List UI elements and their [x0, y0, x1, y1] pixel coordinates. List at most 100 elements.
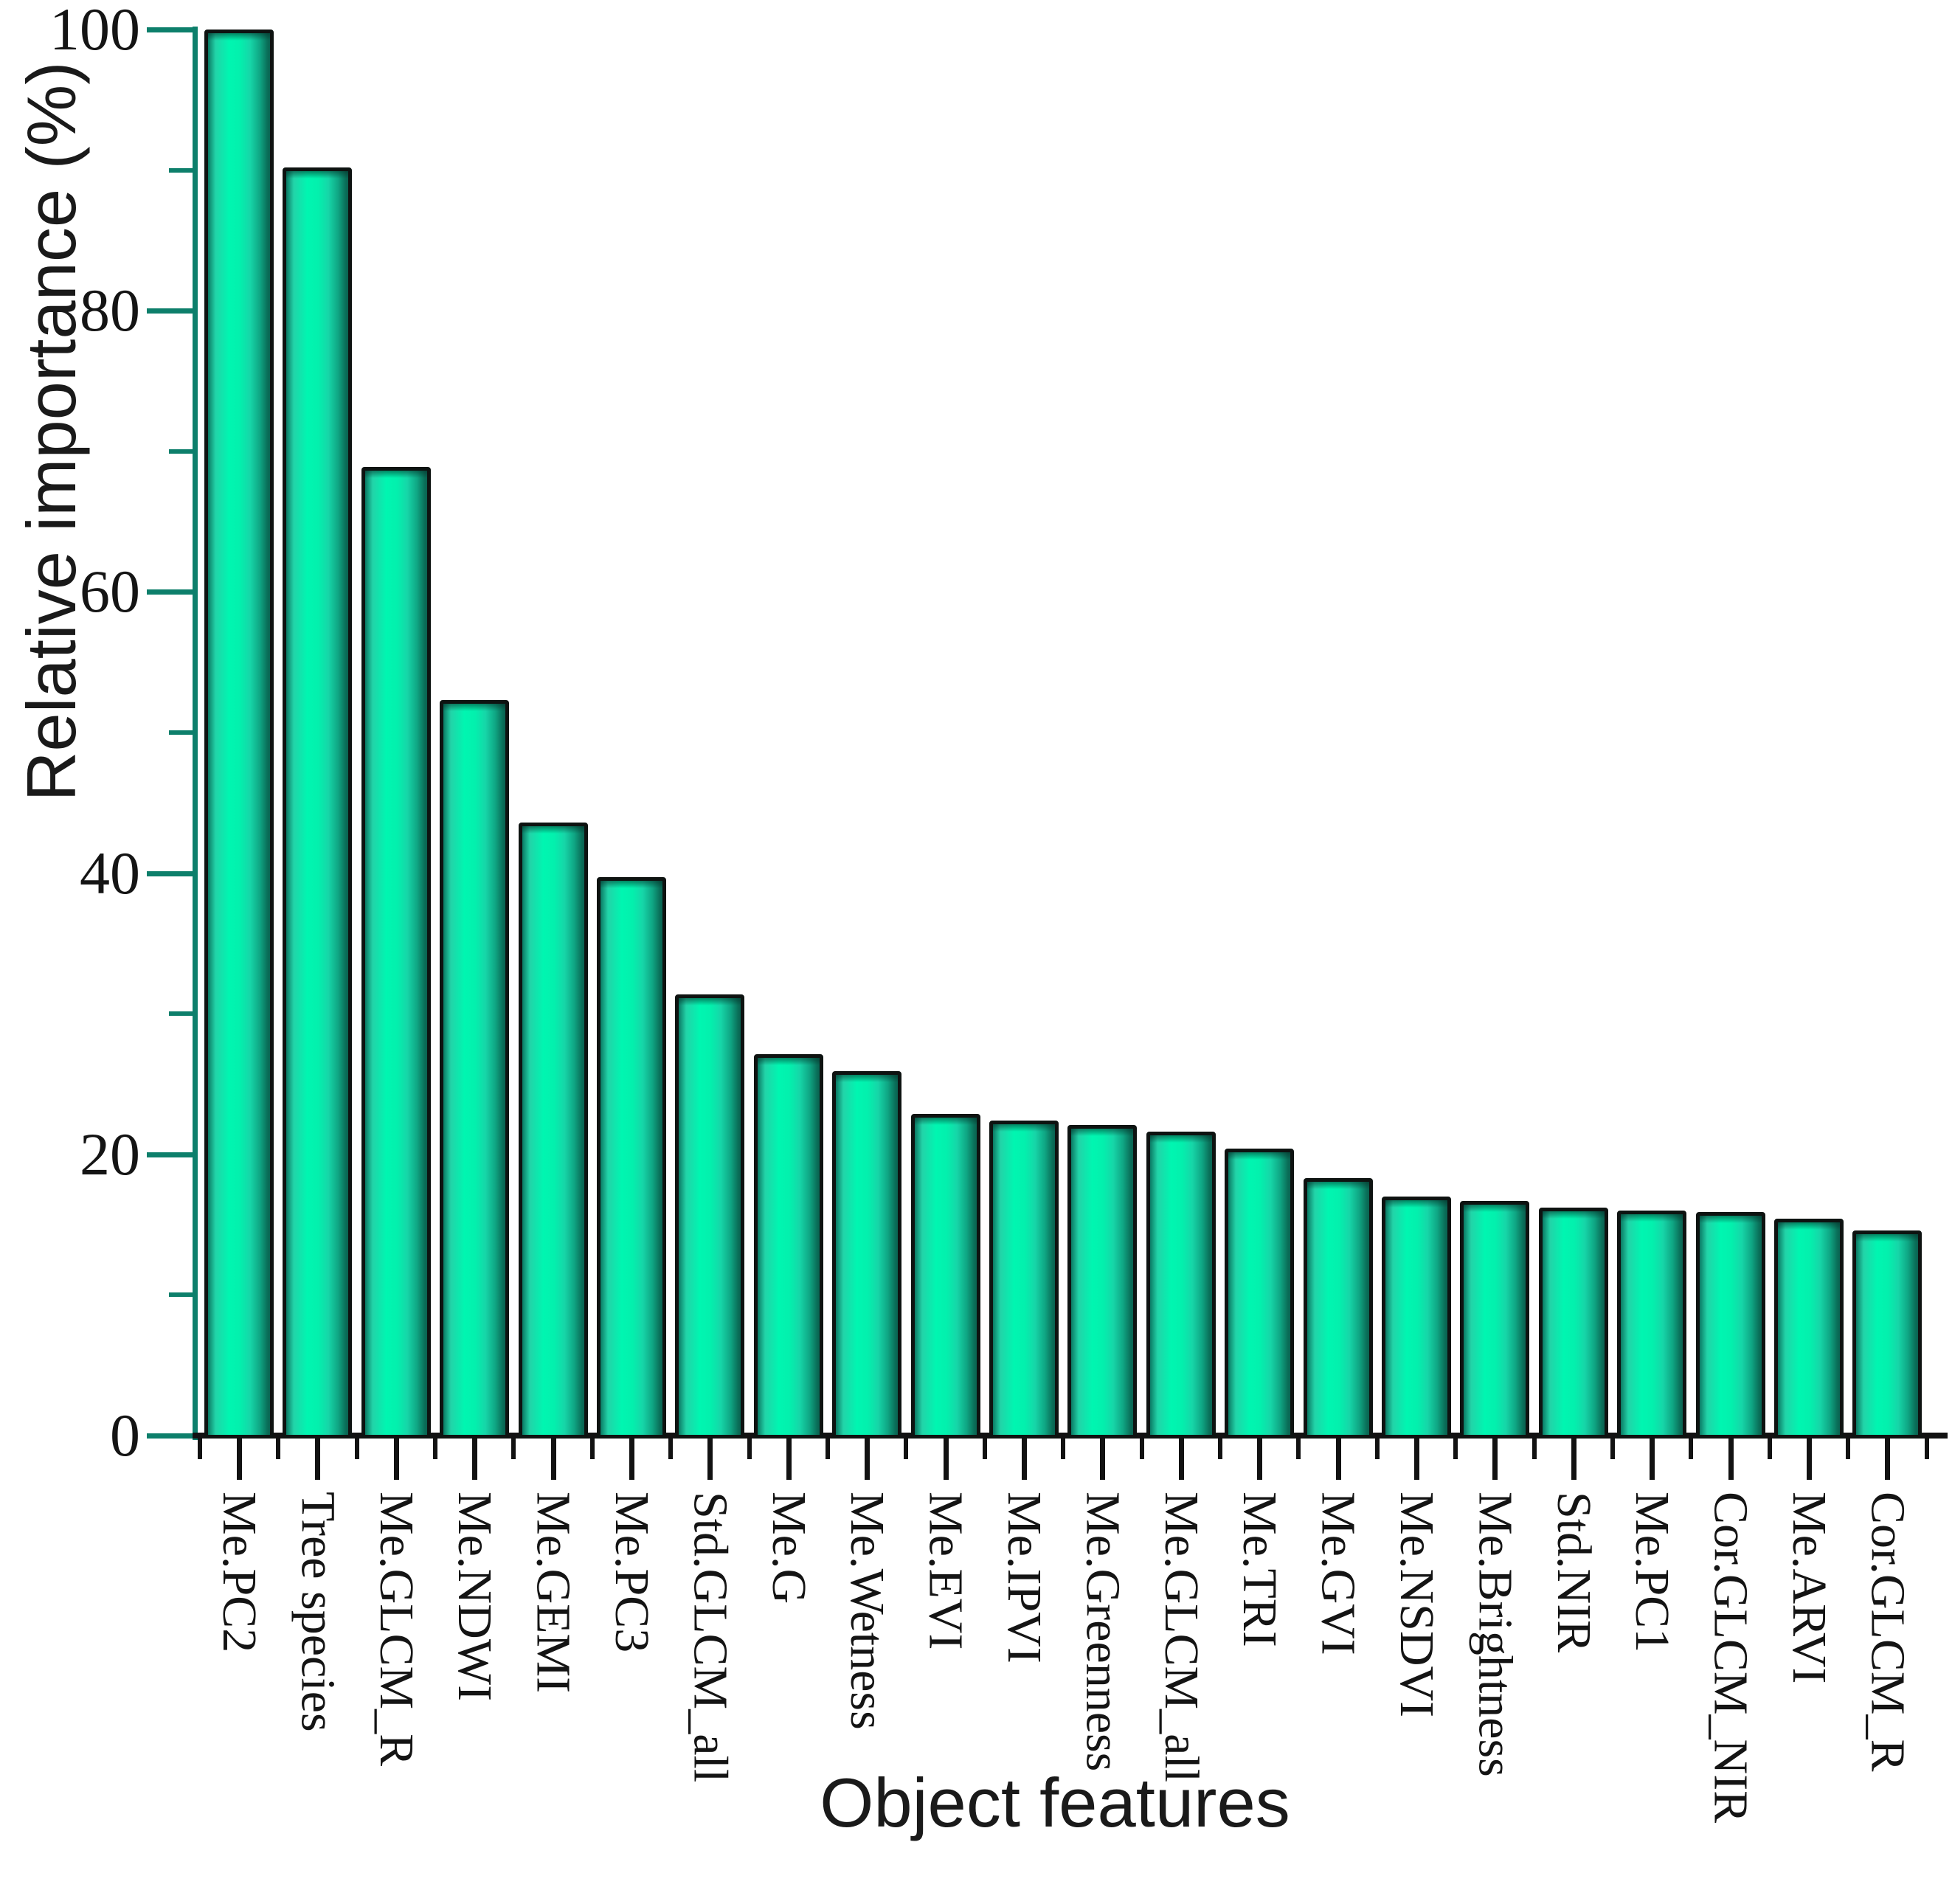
y-minor-tick [169, 1011, 193, 1017]
x-category-label-text: Me.PC1 [1625, 1492, 1680, 1653]
y-major-tick [147, 1152, 193, 1157]
y-minor-tick [169, 730, 193, 735]
x-category-label-text: Cor.GLCM_NIR [1703, 1492, 1758, 1824]
x-major-tick [1807, 1439, 1812, 1480]
y-axis-title: Relative importance (%) [13, 61, 90, 802]
x-category-label: Me.PC2 [208, 1492, 270, 1652]
x-minor-tick [511, 1439, 516, 1459]
x-category-label-text: Me.GLCM_R [369, 1492, 423, 1767]
x-minor-tick [276, 1439, 281, 1459]
x-major-tick [472, 1439, 478, 1480]
x-minor-tick [1139, 1439, 1144, 1459]
x-category-label: Me.GLCM_all [1150, 1492, 1212, 1782]
x-category-label: Cor.GLCM_NIR [1700, 1492, 1762, 1823]
x-major-tick [1414, 1439, 1419, 1480]
y-minor-tick [169, 1292, 193, 1298]
x-major-tick [1571, 1439, 1577, 1480]
x-category-label-text: Me.GLCM_all [1154, 1492, 1208, 1783]
x-minor-tick [1767, 1439, 1772, 1459]
x-major-tick [315, 1439, 321, 1480]
bar-me-arvi [1774, 1219, 1844, 1439]
x-category-label-text: Std.NIR [1546, 1492, 1601, 1653]
x-minor-tick [589, 1439, 595, 1459]
y-tick-label: 100 [49, 0, 140, 63]
bar-cor-glcm-r [1852, 1230, 1922, 1439]
bar-me-brightness [1460, 1200, 1530, 1439]
bar-std-nir [1538, 1208, 1608, 1439]
bar-me-nsdvi [1382, 1196, 1451, 1439]
x-category-label: Me.PC3 [601, 1492, 662, 1652]
x-minor-tick [1374, 1439, 1380, 1459]
x-category-label-text: Me.IPVI [997, 1492, 1051, 1664]
x-category-label-text: Cor.GLCM_R [1861, 1492, 1915, 1772]
x-minor-tick [1218, 1439, 1222, 1459]
bar-me-gemi [518, 822, 588, 1439]
x-major-tick [1492, 1439, 1498, 1480]
y-minor-tick [169, 167, 193, 173]
y-major-tick [147, 308, 193, 314]
x-minor-tick [1532, 1439, 1537, 1459]
y-tick-label: 20 [80, 1120, 140, 1188]
x-major-tick [550, 1439, 556, 1480]
bar-me-wetness [832, 1071, 902, 1439]
x-category-label-text: Me.Wetness [840, 1492, 895, 1730]
x-minor-tick [1453, 1439, 1458, 1459]
x-minor-tick [904, 1439, 909, 1459]
x-category-label-text: Me.EVI [918, 1492, 973, 1650]
x-category-label: Me.ARVI [1778, 1492, 1840, 1684]
x-minor-tick [1296, 1439, 1301, 1459]
x-minor-tick [668, 1439, 674, 1459]
bar-me-pc1 [1617, 1211, 1687, 1439]
bar-me-ipvi [989, 1121, 1059, 1439]
x-category-label-text: Me.PC3 [605, 1492, 659, 1653]
x-major-tick [393, 1439, 399, 1480]
x-major-tick [1257, 1439, 1263, 1480]
bar-cor-glcm-nir [1695, 1211, 1765, 1439]
x-category-label-text: Me.G [761, 1492, 816, 1604]
y-major-tick [147, 870, 193, 876]
x-major-tick [865, 1439, 871, 1480]
y-tick-label: 40 [80, 839, 140, 907]
x-category-label-text: Me.Brightness [1468, 1492, 1523, 1777]
bar-me-g [753, 1054, 823, 1439]
x-category-label-text: Me.TRI [1233, 1492, 1287, 1647]
y-tick-label: 60 [80, 558, 140, 626]
x-minor-tick [982, 1439, 987, 1459]
x-major-tick [707, 1439, 713, 1480]
x-minor-tick [1846, 1439, 1851, 1459]
x-major-tick [1022, 1439, 1027, 1480]
x-category-label-text: Me.PC2 [212, 1492, 266, 1653]
x-minor-tick [433, 1439, 437, 1459]
x-category-label: Std.GLCM_all [679, 1492, 741, 1782]
x-category-label: Me.PC1 [1621, 1492, 1683, 1652]
bar-me-tri [1225, 1149, 1295, 1439]
bar-tree-species [283, 167, 353, 1439]
x-minor-tick [197, 1439, 202, 1459]
x-minor-tick [747, 1439, 752, 1459]
x-minor-tick [826, 1439, 830, 1459]
y-major-tick [147, 589, 193, 595]
x-category-label: Tree species [286, 1492, 348, 1732]
x-category-label-text: Me.NSDVI [1390, 1492, 1444, 1718]
x-category-label: Me.TRI [1228, 1492, 1290, 1647]
x-category-label: Me.Greenness [1071, 1492, 1133, 1771]
bar-me-evi [910, 1113, 980, 1439]
x-category-label: Cor.GLCM_R [1856, 1492, 1918, 1772]
bar-me-gvi [1303, 1178, 1373, 1439]
bar-me-greenness [1067, 1124, 1138, 1439]
bar-me-glcm-r [361, 466, 431, 1439]
bar-me-pc2 [204, 30, 274, 1439]
x-major-tick [237, 1439, 242, 1480]
x-category-label: Me.NDWI [443, 1492, 505, 1701]
x-category-label: Me.Brightness [1464, 1492, 1526, 1777]
x-category-label: Me.NSDVI [1385, 1492, 1447, 1717]
y-axis-spine [193, 27, 198, 1440]
y-minor-tick [169, 449, 193, 454]
x-major-tick [786, 1439, 792, 1480]
x-minor-tick [354, 1439, 359, 1459]
x-category-label-text: Me.NDWI [448, 1492, 502, 1702]
x-category-label-text: Me.GEMI [526, 1492, 581, 1694]
x-category-label: Std.NIR [1543, 1492, 1605, 1652]
x-major-tick [1885, 1439, 1891, 1480]
